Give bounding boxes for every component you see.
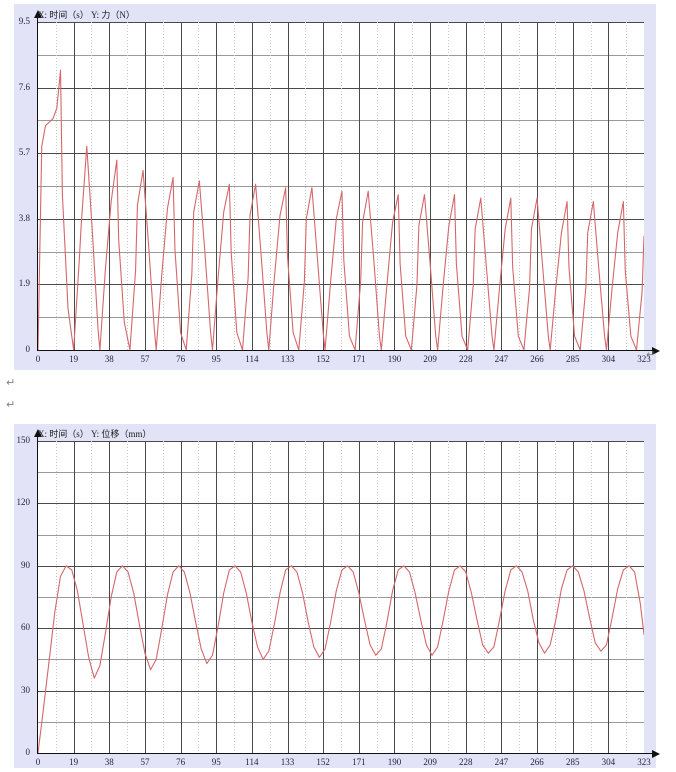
x-axis-tick-label: 57	[140, 757, 150, 767]
x-axis-tick-label: 285	[565, 757, 580, 767]
displacement-chart-title: X: 时间（s） Y: 位移（mm）	[38, 429, 152, 439]
x-axis-tick-label: 247	[494, 757, 509, 767]
x-axis-tick-label: 171	[352, 354, 366, 364]
x-axis-tick-label: 209	[423, 757, 437, 767]
x-axis-tick-label: 133	[280, 354, 295, 364]
y-axis-line	[37, 16, 38, 351]
y-axis-tick-label: 60	[21, 622, 30, 633]
x-axis-tick-label: 323	[637, 757, 651, 767]
x-axis-tick-label: 190	[387, 354, 402, 364]
x-axis-tick-label: 190	[387, 757, 402, 767]
x-axis-line	[37, 753, 652, 754]
x-axis-tick-label: 0	[35, 757, 41, 767]
displacement-plot-svg	[38, 441, 644, 753]
y-axis-arrow-icon	[33, 429, 42, 437]
y-axis-tick-label: 120	[16, 497, 31, 508]
x-axis-tick-label: 19	[69, 757, 79, 767]
para-mark-right-chart1: ↵	[646, 348, 656, 361]
x-axis-tick-label: 38	[104, 757, 114, 767]
x-axis-tick-label: 228	[459, 757, 473, 767]
x-axis-tick-label: 323	[637, 354, 651, 364]
x-axis-arrow-icon	[652, 346, 660, 355]
displacement-vs-time-chart: X: 时间（s） Y: 位移（mm）	[14, 424, 656, 768]
para-mark-2: ↵	[6, 398, 16, 411]
x-axis-tick-label: 304	[601, 757, 616, 767]
y-axis-line	[37, 435, 38, 754]
force-plot-svg	[38, 22, 644, 350]
y-axis-tick-label: 5.7	[18, 147, 30, 158]
y-axis-tick-label: 0	[25, 344, 31, 354]
x-axis-tick-label: 57	[140, 354, 150, 364]
y-axis-tick-label: 30	[21, 684, 30, 695]
x-axis-tick-label: 0	[35, 354, 41, 364]
y-axis-tick-label: 1.9	[18, 278, 30, 289]
force-vs-time-chart: X: 时间（s） Y: 力（N）	[14, 4, 656, 370]
x-axis-tick-label: 266	[530, 757, 544, 767]
x-axis-tick-label: 247	[494, 354, 509, 364]
y-axis-tick-label: 9.5	[18, 16, 30, 26]
x-axis-arrow-icon	[652, 749, 660, 758]
x-axis-tick-label: 285	[565, 354, 580, 364]
y-axis-tick-label: 0	[25, 747, 31, 757]
displacement-plot-area	[38, 441, 644, 753]
force-plot-area	[38, 22, 644, 350]
y-axis-tick-label: 90	[21, 559, 30, 570]
x-axis-tick-label: 38	[104, 354, 114, 364]
x-axis-tick-label: 76	[176, 757, 186, 767]
x-axis-tick-label: 228	[459, 354, 473, 364]
x-axis-tick-label: 19	[69, 354, 79, 364]
x-axis-tick-label: 114	[245, 757, 259, 767]
y-axis-arrow-icon	[33, 10, 42, 18]
x-axis-tick-label: 95	[211, 354, 221, 364]
y-axis-tick-label: 7.6	[18, 81, 30, 92]
x-axis-tick-label: 133	[280, 757, 295, 767]
y-axis-tick-label: 150	[16, 435, 31, 445]
x-axis-tick-label: 114	[245, 354, 259, 364]
x-axis-line	[37, 350, 652, 351]
x-axis-tick-label: 152	[316, 757, 330, 767]
x-axis-tick-label: 76	[176, 354, 186, 364]
y-axis-tick-label: 3.8	[18, 212, 30, 223]
x-axis-tick-label: 152	[316, 354, 330, 364]
x-axis-tick-label: 171	[352, 757, 366, 767]
x-axis-tick-label: 304	[601, 354, 616, 364]
x-axis-tick-label: 95	[211, 757, 221, 767]
x-axis-tick-label: 266	[530, 354, 544, 364]
para-mark-1: ↵	[6, 376, 16, 389]
force-chart-title: X: 时间（s） Y: 力（N）	[38, 10, 135, 20]
x-axis-tick-label: 209	[423, 354, 437, 364]
